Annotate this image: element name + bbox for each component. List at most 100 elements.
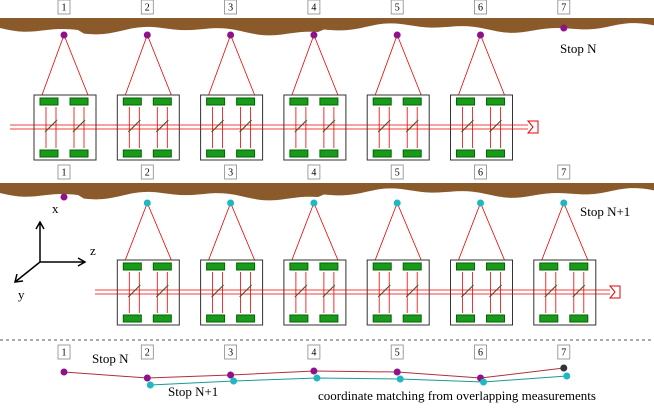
beam bbox=[563, 202, 589, 261]
axis-label: x bbox=[52, 201, 59, 216]
beam bbox=[480, 202, 505, 261]
mirror bbox=[544, 284, 558, 298]
stop-number-box bbox=[224, 0, 238, 15]
stop-number-box bbox=[140, 164, 154, 180]
caption: coordinate matching from overlapping mea… bbox=[318, 388, 596, 403]
mirror bbox=[211, 119, 225, 133]
beam bbox=[230, 202, 255, 261]
sensor bbox=[289, 262, 309, 271]
axis-y bbox=[14, 261, 41, 283]
target bbox=[227, 199, 235, 207]
beam bbox=[124, 202, 148, 261]
beam bbox=[480, 34, 505, 96]
stop-number-box bbox=[140, 0, 154, 15]
ground bbox=[0, 18, 654, 36]
stop-number-box bbox=[224, 164, 238, 180]
stop-number-box bbox=[474, 164, 487, 180]
sensor-box bbox=[116, 259, 180, 326]
point bbox=[146, 381, 154, 389]
sensor-box bbox=[116, 94, 180, 161]
point bbox=[230, 377, 238, 385]
sensor bbox=[236, 262, 256, 271]
mirror bbox=[239, 284, 253, 298]
mirror bbox=[377, 284, 391, 298]
target bbox=[393, 31, 401, 39]
stop-number: 4 bbox=[311, 2, 316, 13]
sensor bbox=[39, 149, 59, 158]
sensor-box bbox=[366, 94, 430, 161]
sensor bbox=[122, 149, 142, 158]
beam bbox=[396, 202, 422, 261]
mirror bbox=[405, 119, 419, 133]
sensor bbox=[122, 97, 142, 106]
beam bbox=[291, 202, 315, 261]
stop-number-box bbox=[307, 0, 321, 15]
stop-number-box bbox=[140, 344, 154, 360]
stop-number-box bbox=[390, 344, 404, 360]
sensor-box bbox=[283, 94, 347, 161]
stop-number-box bbox=[557, 344, 571, 360]
sensor bbox=[206, 262, 226, 271]
stop-number-box bbox=[224, 344, 238, 360]
sensor bbox=[486, 314, 505, 323]
sensor bbox=[152, 97, 172, 106]
retroreflector bbox=[526, 120, 539, 134]
sensor-box bbox=[450, 259, 513, 326]
sensor bbox=[486, 262, 505, 271]
beam bbox=[124, 34, 148, 96]
beam bbox=[230, 34, 255, 96]
sensor bbox=[206, 149, 226, 158]
sensor bbox=[122, 314, 142, 323]
stop-number: 7 bbox=[561, 2, 566, 13]
point bbox=[143, 374, 151, 382]
axis-x bbox=[35, 220, 45, 262]
sensor bbox=[289, 149, 309, 158]
beam bbox=[374, 34, 398, 96]
sensor bbox=[236, 97, 256, 106]
point bbox=[563, 372, 571, 380]
mirror bbox=[211, 284, 225, 298]
stop-number: 3 bbox=[228, 167, 233, 178]
stop-label: Stop N bbox=[92, 351, 129, 366]
sensor bbox=[39, 97, 59, 106]
stop-number: 4 bbox=[311, 167, 316, 178]
mirror bbox=[239, 119, 253, 133]
sensor bbox=[319, 97, 339, 106]
sensor bbox=[236, 149, 256, 158]
stop-number: 2 bbox=[145, 167, 150, 178]
sensor bbox=[152, 262, 172, 271]
stop-number-box bbox=[390, 164, 404, 180]
stop-number-box bbox=[57, 164, 71, 180]
beam bbox=[458, 34, 481, 96]
stop-number: 1 bbox=[62, 167, 67, 178]
stop-number: 1 bbox=[62, 2, 67, 13]
sensor bbox=[402, 314, 422, 323]
sensor bbox=[569, 314, 589, 323]
sensor bbox=[539, 262, 559, 271]
sensor bbox=[372, 149, 392, 158]
target bbox=[560, 199, 568, 207]
mirror bbox=[72, 119, 86, 133]
point bbox=[227, 371, 235, 379]
target bbox=[227, 31, 235, 39]
beam bbox=[291, 34, 315, 96]
mirror bbox=[127, 284, 141, 298]
stop-number: 1 bbox=[62, 347, 67, 358]
mirror bbox=[377, 119, 391, 133]
stop-number-box bbox=[474, 344, 487, 360]
sensor bbox=[372, 314, 392, 323]
mirror bbox=[405, 284, 419, 298]
target bbox=[393, 199, 401, 207]
target bbox=[560, 24, 568, 32]
mirror bbox=[322, 284, 336, 298]
stop-number: 7 bbox=[561, 347, 566, 358]
mirror bbox=[44, 119, 58, 133]
point bbox=[310, 367, 318, 375]
mirror bbox=[294, 119, 308, 133]
sensor-box bbox=[450, 94, 513, 161]
stop-number-box bbox=[57, 344, 71, 360]
beam bbox=[541, 202, 565, 261]
stop-n1-line bbox=[150, 375, 567, 386]
sensor bbox=[402, 97, 422, 106]
sensor bbox=[539, 314, 559, 323]
